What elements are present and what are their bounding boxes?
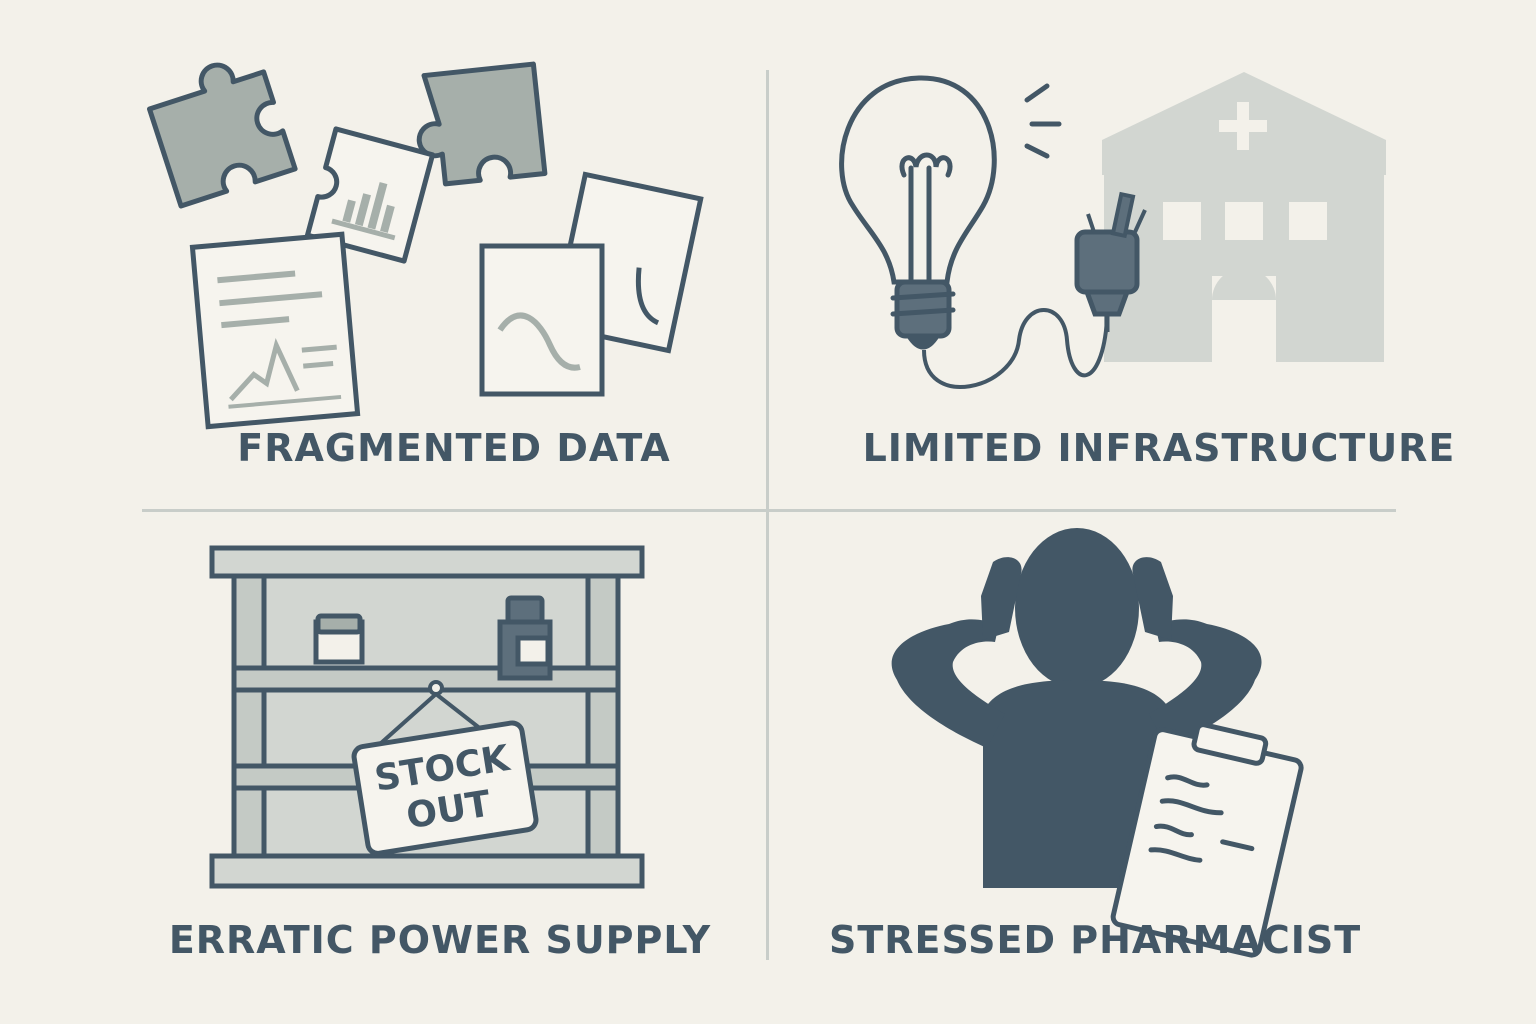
- spark-lines-icon: [1024, 83, 1062, 159]
- stressed-person-icon: [891, 528, 1262, 888]
- panel-erratic-power-supply: STOCK OUT ERRATIC POWER SUPPLY: [0, 512, 766, 1024]
- clipboard-icon: [1110, 722, 1304, 958]
- hospital-icon: [1102, 72, 1386, 362]
- stock-out-sign: STOCK OUT: [351, 680, 539, 856]
- limited-infrastructure-illustration: [839, 72, 1386, 389]
- bar-chart-card-icon: [304, 126, 436, 264]
- panel-caption: FRAGMENTED DATA: [237, 426, 671, 470]
- panel-stressed-pharmacist: STRESSED PHARMACIST: [769, 512, 1536, 1024]
- empty-shelf-illustration: STOCK OUT: [209, 545, 645, 889]
- jar-icon: [313, 613, 365, 665]
- light-bulb-icon: [839, 75, 997, 350]
- document-icon: [189, 231, 361, 430]
- horizontal-divider: [142, 509, 1396, 512]
- panel-limited-infrastructure: LIMITED INFRASTRUCTURE: [769, 0, 1536, 509]
- panel-caption: ERRATIC POWER SUPPLY: [168, 918, 712, 962]
- vertical-divider: [766, 70, 769, 960]
- panel-fragmented-data: FRAGMENTED DATA: [0, 0, 766, 509]
- panel-caption: STRESSED PHARMACIST: [829, 918, 1362, 962]
- puzzle-piece-icon: [416, 61, 548, 187]
- panel-caption: LIMITED INFRASTRUCTURE: [862, 426, 1456, 470]
- plug-icon: [1074, 191, 1147, 332]
- power-cord-icon: [922, 308, 1109, 389]
- fragmented-data-illustration: [146, 61, 704, 430]
- document-icon: [479, 243, 605, 397]
- puzzle-piece-icon: [146, 62, 298, 209]
- medicine-bottle-icon: [497, 595, 553, 681]
- stressed-pharmacist-illustration: [891, 528, 1304, 958]
